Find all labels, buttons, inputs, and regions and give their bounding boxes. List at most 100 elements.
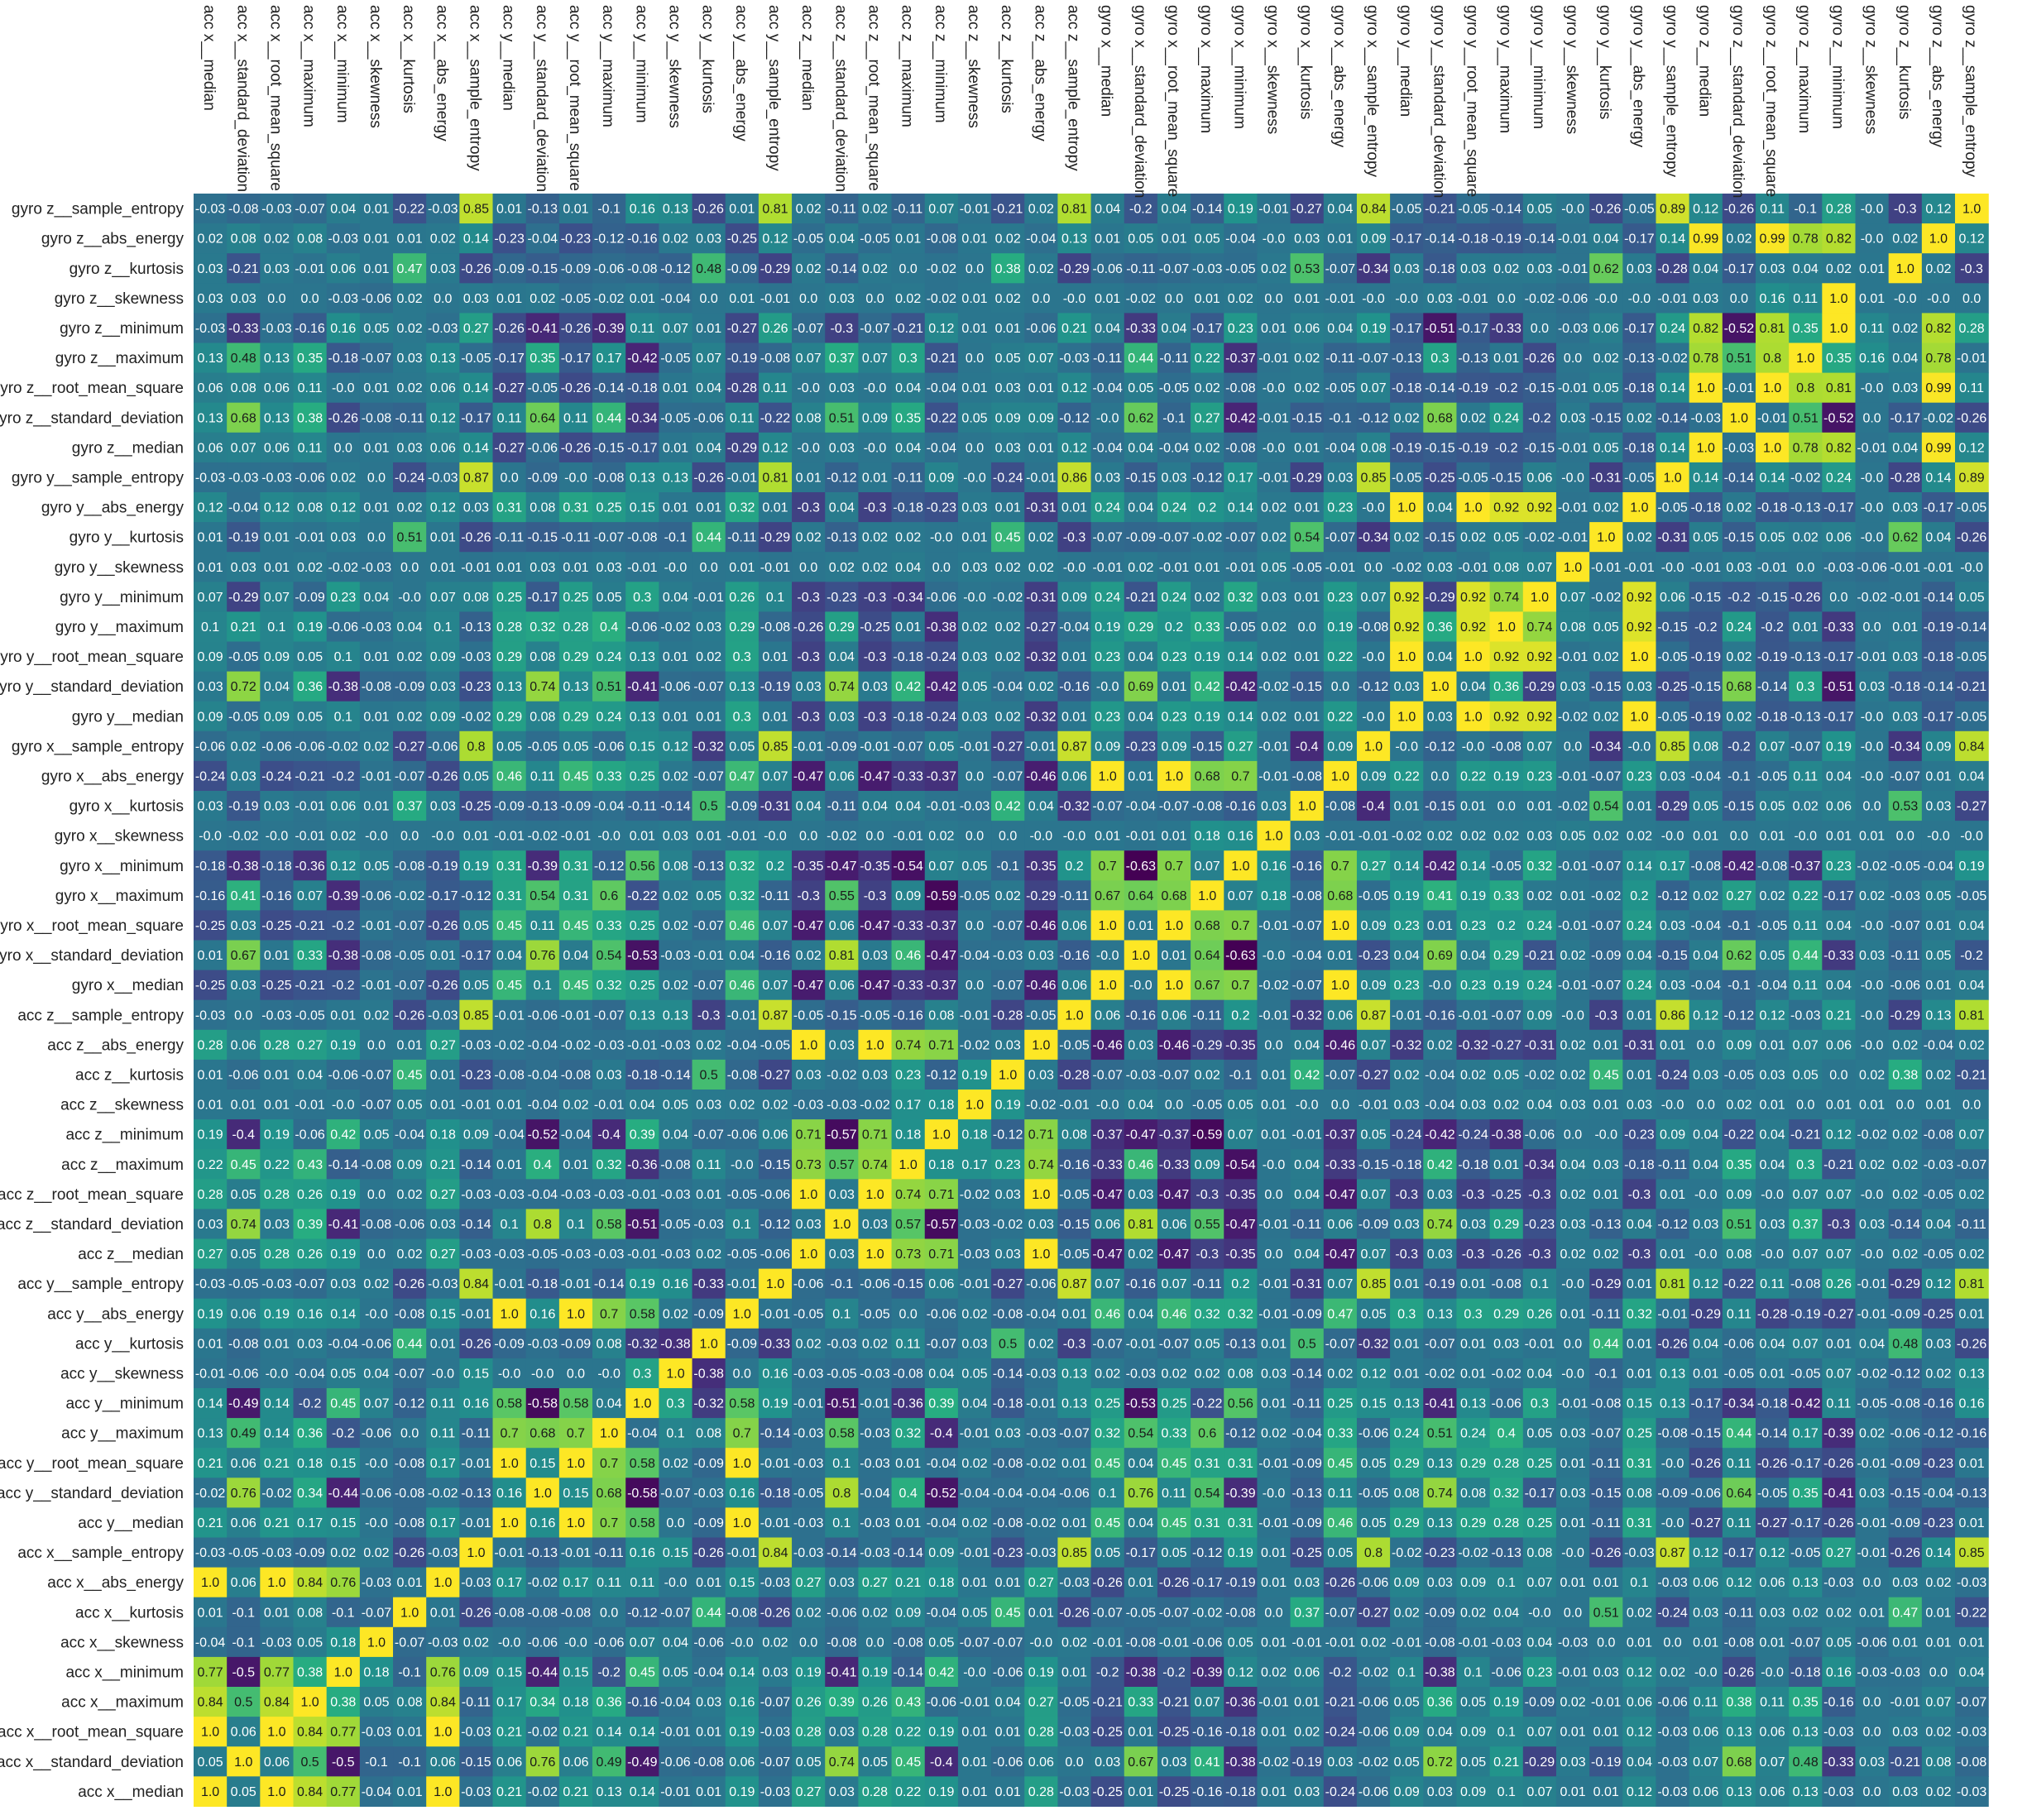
heatmap-cell-value: 0.17 xyxy=(961,1158,987,1172)
heatmap-cell-value: 0.03 xyxy=(1859,1487,1885,1501)
heatmap-cell-value: 0.04 xyxy=(1627,949,1652,963)
heatmap-cell-value: -0.31 xyxy=(1657,531,1688,545)
heatmap-cell-value: 0.15 xyxy=(1627,1397,1652,1411)
heatmap-cell-value: 0.04 xyxy=(1128,441,1153,455)
heatmap-cell xyxy=(1124,223,1158,254)
heatmap-cell-value: 0.2 xyxy=(1630,889,1648,903)
heatmap-cell-value: -0.23 xyxy=(494,232,525,247)
heatmap-cell-value: -0.02 xyxy=(428,1487,458,1501)
heatmap-cell-value: 0.02 xyxy=(1294,381,1320,395)
heatmap-cell-value: -0.26 xyxy=(1591,203,1622,217)
heatmap-cell-value: 0.17 xyxy=(430,1457,456,1471)
heatmap-cell-value: -0.07 xyxy=(1159,1068,1190,1082)
heatmap-cell-value: -0.0 xyxy=(1362,650,1385,664)
heatmap-cell-value: -0.33 xyxy=(893,919,923,933)
heatmap-cell-value: 0.13 xyxy=(1925,1008,1951,1023)
heatmap-cell-value: 0.02 xyxy=(1793,531,1819,545)
heatmap-cell-value: 0.03 xyxy=(995,381,1021,395)
heatmap-cell-value: -0.03 xyxy=(1026,1546,1057,1560)
heatmap-cell-value: 0.2 xyxy=(1497,919,1516,933)
heatmap-cell-value: -0.02 xyxy=(1857,860,1887,874)
heatmap-cell-value: -0.03 xyxy=(860,1516,890,1530)
heatmap-cell-value: -0.05 xyxy=(228,1546,259,1560)
heatmap-cell xyxy=(1290,223,1325,254)
heatmap-cell-value: 0.03 xyxy=(1892,501,1918,515)
heatmap-cell-value: 0.24 xyxy=(1161,591,1186,605)
heatmap-cell-value: 0.01 xyxy=(1061,1516,1087,1530)
heatmap-cell-value: -0.03 xyxy=(261,1008,292,1023)
heatmap-cell-value: 0.0 xyxy=(367,1188,386,1202)
heatmap-cell-value: -0.0 xyxy=(365,830,388,844)
heatmap-cell-value: 0.02 xyxy=(1195,591,1220,605)
heatmap-cell-value: 0.64 xyxy=(530,411,555,425)
heatmap-cell-value: 0.29 xyxy=(829,620,855,635)
heatmap-cell-value: -0.0 xyxy=(1861,710,1884,724)
heatmap-cell-value: 0.02 xyxy=(1261,262,1287,276)
heatmap-cell-value: -0.01 xyxy=(860,740,890,754)
heatmap-cell-value: -0.09 xyxy=(693,1516,724,1530)
heatmap-cell-value: -0.01 xyxy=(1624,561,1655,575)
heatmap-cell-value: -0.07 xyxy=(793,322,824,336)
heatmap-cell xyxy=(957,223,992,254)
heatmap-cell xyxy=(1489,223,1524,254)
heatmap-cell-value: 0.15 xyxy=(630,501,655,515)
heatmap-cell-value: -0.23 xyxy=(1624,1128,1655,1142)
heatmap-cell-value: 0.01 xyxy=(1261,1337,1287,1351)
heatmap-cell-value: -0.05 xyxy=(1491,860,1521,874)
heatmap-cell-value: 0.02 xyxy=(1028,262,1054,276)
heatmap-cell-value: -0.0 xyxy=(498,1367,521,1381)
heatmap-cell-value: 0.31 xyxy=(563,501,588,515)
heatmap-cell-value: -0.3 xyxy=(797,889,820,903)
heatmap-cell-value: 0.23 xyxy=(1627,769,1652,783)
heatmap-cell-value: 0.02 xyxy=(1028,680,1054,694)
heatmap-cell-value: 0.12 xyxy=(1061,441,1087,455)
heatmap-cell-value: 0.01 xyxy=(1161,232,1186,247)
heatmap-cell-value: -0.01 xyxy=(561,1008,592,1023)
heatmap-cell-value: 0.27 xyxy=(1726,889,1751,903)
heatmap-cell-value: 0.02 xyxy=(663,979,688,993)
heatmap-cell-value: 0.0 xyxy=(234,1008,252,1023)
heatmap-cell-value: 0.03 xyxy=(961,561,987,575)
heatmap-cell-value: 0.19 xyxy=(330,1248,356,1262)
heatmap-cell-value: -0.09 xyxy=(395,680,425,694)
heatmap-cell-value: 0.44 xyxy=(696,531,721,545)
heatmap-cell-value: 0.0 xyxy=(400,1427,419,1441)
heatmap-cell-value: -0.34 xyxy=(1591,740,1622,754)
heatmap-cell-value: -0.06 xyxy=(328,620,359,635)
heatmap-cell-value: -0.0 xyxy=(1861,919,1884,933)
heatmap-cell-value: -0.1 xyxy=(1794,203,1817,217)
heatmap-cell-value: 0.12 xyxy=(1693,1546,1718,1560)
heatmap-cell-value: -0.08 xyxy=(993,1516,1023,1530)
heatmap-cell-value: -0.23 xyxy=(993,1546,1023,1560)
heatmap-cell-value: -0.0 xyxy=(930,531,953,545)
heatmap-cell-value: 0.13 xyxy=(430,352,456,366)
heatmap-cell-value: 0.81 xyxy=(1826,381,1852,395)
heatmap-cell-value: 0.71 xyxy=(928,1188,954,1202)
heatmap-cell-value: -0.03 xyxy=(261,203,292,217)
heatmap-cell-value: 0.45 xyxy=(330,1397,356,1411)
heatmap-cell-value: 0.23 xyxy=(1460,979,1486,993)
heatmap-cell-value: -0.3 xyxy=(831,322,854,336)
heatmap-cell-value: -0.37 xyxy=(927,979,957,993)
heatmap-cell-value: -0.04 xyxy=(1425,1068,1455,1082)
heatmap-cell-value: 0.35 xyxy=(895,411,921,425)
heatmap-cells: -0.03 -0.08 -0.03 -0.07 0.04 0.01 -0.22 -0.03 0.… xyxy=(194,194,1989,1807)
heatmap-cell-value: 0.16 xyxy=(297,1307,323,1321)
heatmap-cell-value: -0.0 xyxy=(1927,292,1950,306)
heatmap-cell-value: 0.02 xyxy=(1759,889,1785,903)
heatmap-cell-value: 0.09 xyxy=(1526,1008,1552,1023)
heatmap-cell-value: 0.04 xyxy=(1460,949,1486,963)
heatmap-cell-value: 0.2 xyxy=(766,860,784,874)
heatmap-cell-value: 0.03 xyxy=(1526,262,1552,276)
heatmap-cell-value: -0.25 xyxy=(860,620,890,635)
heatmap-cell-value: 0.1 xyxy=(1099,1487,1117,1501)
heatmap-cell-value: 0.05 xyxy=(961,1367,987,1381)
heatmap-cell-value: 0.45 xyxy=(397,1068,423,1082)
heatmap-cell-value: 0.18 xyxy=(928,1099,954,1113)
heatmap-cell-value: 1.0 xyxy=(1331,979,1349,993)
heatmap-cell-value: -0.19 xyxy=(1458,381,1488,395)
heatmap-cell-value: -0.05 xyxy=(528,1248,558,1262)
heatmap-cell-value: 0.02 xyxy=(1560,1188,1585,1202)
heatmap-cell-value: 0.04 xyxy=(729,949,755,963)
heatmap-cell-value: -0.27 xyxy=(494,381,525,395)
